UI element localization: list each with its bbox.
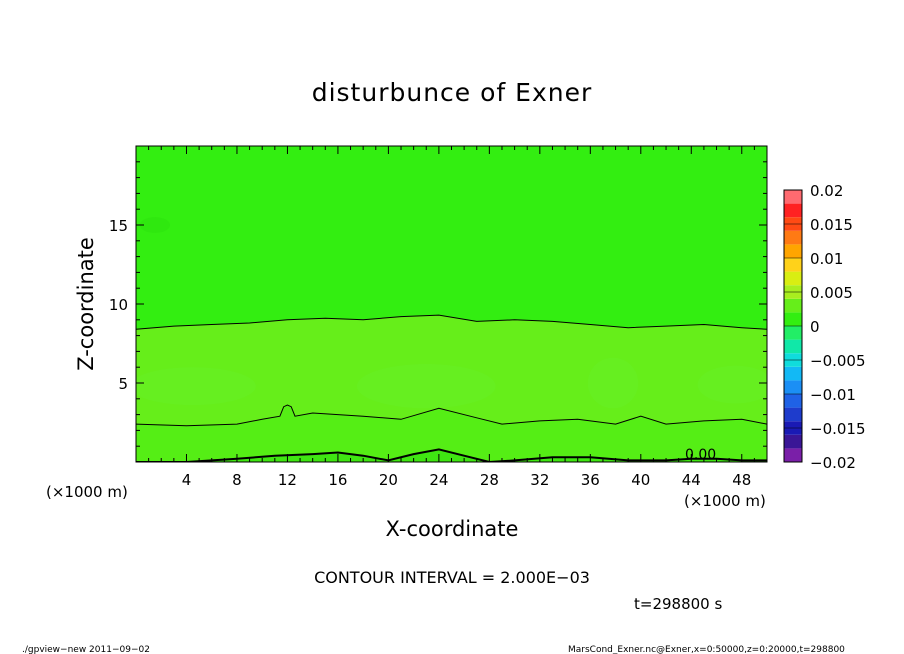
contour-line-0.002 xyxy=(136,404,767,427)
colorbar-cell xyxy=(784,190,802,204)
x-tick-label: 36 xyxy=(581,471,600,489)
colorbar-cell xyxy=(784,339,802,354)
x-tick-label: 8 xyxy=(232,471,242,489)
x-tick-label: 28 xyxy=(480,471,499,489)
x-unit-right: (×1000 m) xyxy=(684,492,766,510)
field-blob xyxy=(356,364,496,409)
data-source: MarsCond_Exner.nc@Exner,x=0:50000,z=0:20… xyxy=(568,645,845,654)
x-tick-label: 20 xyxy=(379,471,398,489)
colorbar-tick-label: 0.015 xyxy=(810,216,853,234)
colorbar-cell xyxy=(784,312,802,326)
field-blob xyxy=(139,217,171,233)
colorbar-tick-label: 0.01 xyxy=(810,250,843,268)
y-tick-label: 5 xyxy=(118,375,128,393)
field-blob xyxy=(587,357,639,409)
colorbar: 0.02 0.015 0.01 0.005 0 −0.005 −0.01 −0.015 −0.0… xyxy=(783,182,866,472)
x-tick-label: 32 xyxy=(530,471,549,489)
colorbar-tick-label: 0 xyxy=(810,318,820,336)
x-tick-label: 12 xyxy=(278,471,297,489)
x-tick-label: 16 xyxy=(328,471,347,489)
contour-interval-text: CONTOUR INTERVAL = 2.000E−03 xyxy=(314,568,590,587)
colorbar-cell xyxy=(784,203,802,218)
colorbar-cell xyxy=(784,298,802,313)
colorbar-cell xyxy=(784,366,802,381)
x-tick-label: 24 xyxy=(429,471,448,489)
y-axis-label: Z-coordinate xyxy=(74,237,98,371)
field-blob xyxy=(697,365,767,404)
colorbar-tick-label: −0.01 xyxy=(810,386,856,404)
x-tick-label: 48 xyxy=(732,471,751,489)
x-tick-label: 4 xyxy=(182,471,192,489)
colorbar-cell xyxy=(784,407,802,422)
y-tick-label: 10 xyxy=(109,296,128,314)
x-axis-label: X-coordinate xyxy=(386,517,519,541)
colorbar-tick-label: 0.02 xyxy=(810,182,843,200)
field-band-0.004-0.006 xyxy=(136,405,767,462)
colorbar-cell xyxy=(784,326,802,340)
x-tick-label: 40 xyxy=(631,471,650,489)
colorbar-tick-label: −0.02 xyxy=(810,454,856,472)
contour-label: 0.00 xyxy=(685,447,716,463)
colorbar-cell xyxy=(784,230,802,245)
colorbar-tick-label: −0.005 xyxy=(810,352,866,370)
time-text: t=298800 s xyxy=(634,595,722,613)
colorbar-cell xyxy=(784,244,802,258)
colorbar-cell xyxy=(784,380,802,394)
colorbar-tick-label: −0.015 xyxy=(810,420,866,438)
colorbar-cell xyxy=(784,258,802,272)
chart-title: disturbunce of Exner xyxy=(312,78,593,107)
y-tick-label: 15 xyxy=(109,217,128,235)
x-unit-left: (×1000 m) xyxy=(46,483,128,501)
colorbar-cell xyxy=(784,394,802,408)
x-tick-label: 44 xyxy=(682,471,701,489)
colorbar-cell xyxy=(784,448,802,462)
colorbar-cell xyxy=(784,271,802,286)
colorbar-cell xyxy=(784,434,802,449)
program-info: ./gpview−new 2011−09−02 xyxy=(22,645,150,654)
colorbar-tick-label: 0.005 xyxy=(810,284,853,302)
field-blob xyxy=(136,367,256,406)
contour-line-0 xyxy=(136,314,767,330)
